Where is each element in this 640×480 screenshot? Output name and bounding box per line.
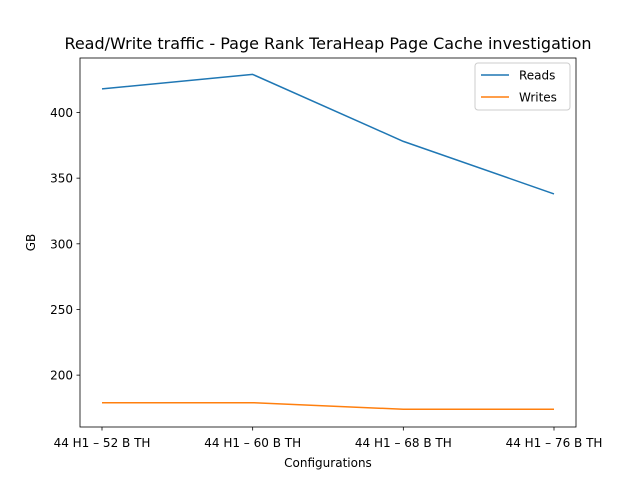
y-tick-label: 300: [50, 237, 73, 251]
x-axis-title: Configurations: [284, 456, 372, 470]
series-group: [101, 73, 555, 411]
y-axis-title: GB: [24, 234, 38, 252]
x-axis: 44 H1 – 52 B TH 44 H1 – 60 B TH 44 H1 – 68…: [54, 427, 603, 450]
chart-title: Read/Write traffic - Page Rank TeraHeap …: [64, 34, 591, 53]
series-line-reads: [101, 73, 555, 195]
x-tick-label: 44 H1 – 68 B TH: [355, 436, 452, 450]
y-tick-label: 350: [50, 172, 73, 186]
x-tick-label: 44 H1 – 60 B TH: [204, 436, 301, 450]
x-tick-label: 44 H1 – 52 B TH: [54, 436, 151, 450]
legend-label-writes: Writes: [519, 91, 557, 105]
y-tick-label: 400: [50, 106, 73, 120]
series-line-writes: [102, 401, 554, 411]
plot-frame: [79, 57, 577, 428]
y-tick-label: 200: [50, 369, 73, 383]
legend-label-reads: Reads: [519, 69, 555, 83]
y-tick-label: 250: [50, 303, 73, 317]
legend: Reads Writes: [474, 62, 571, 111]
plot-area: [80, 58, 576, 427]
x-tick-label: 44 H1 – 76 B TH: [506, 436, 603, 450]
y-axis: 200 250 300 350 400: [50, 106, 80, 383]
